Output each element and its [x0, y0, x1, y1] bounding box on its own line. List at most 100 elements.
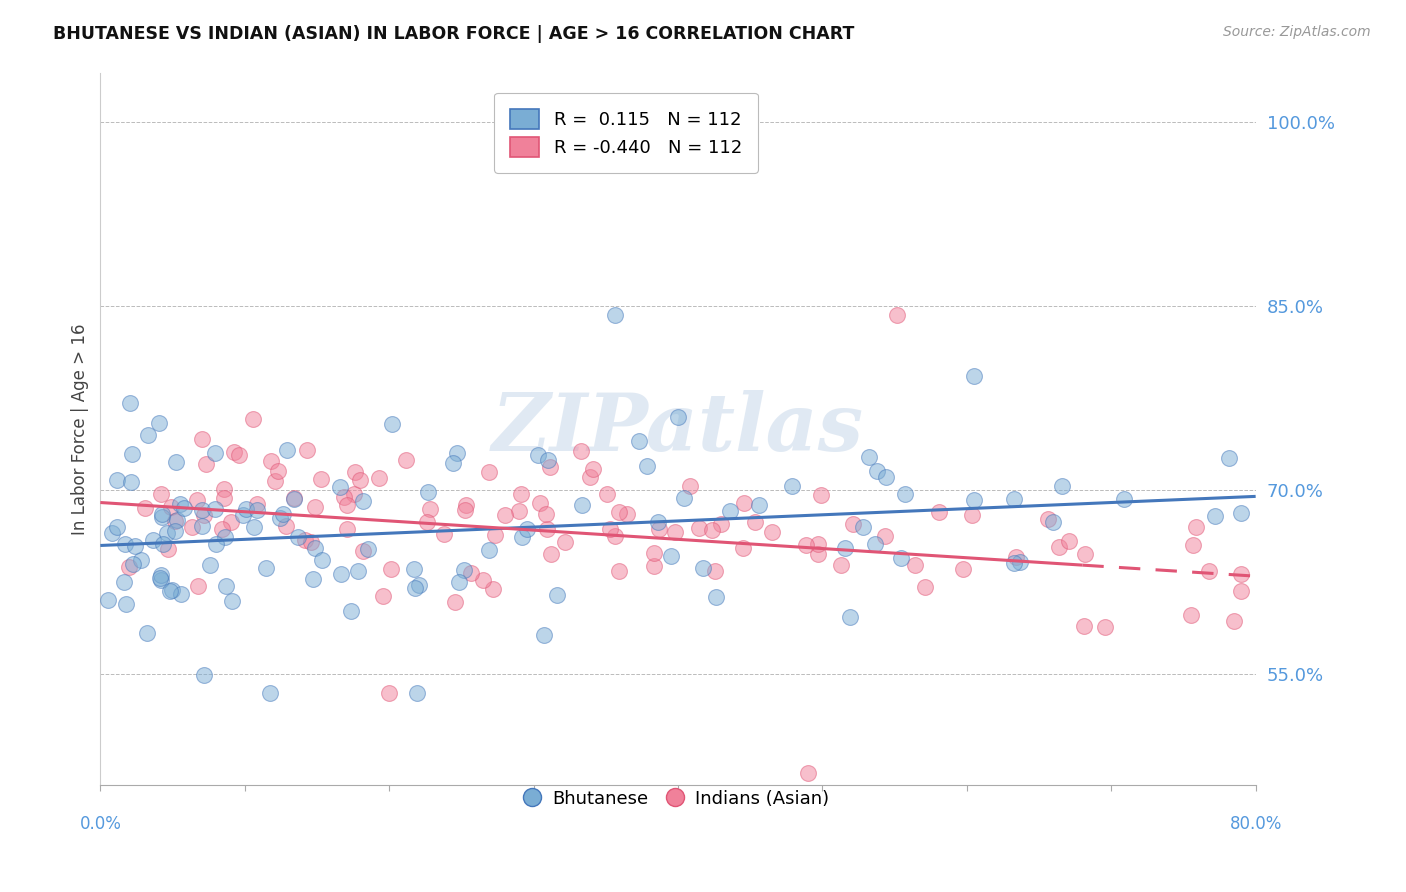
Point — [1230, 583, 1253, 598]
Point — [672, 491, 695, 505]
Point — [283, 491, 305, 505]
Point — [710, 517, 733, 532]
Point — [579, 469, 602, 483]
Point — [529, 496, 551, 510]
Point — [212, 491, 235, 506]
Point — [163, 524, 186, 538]
Point — [243, 519, 266, 533]
Point — [165, 514, 187, 528]
Point — [733, 496, 755, 510]
Point — [536, 522, 558, 536]
Point — [224, 445, 246, 459]
Point — [890, 551, 912, 566]
Point — [648, 522, 671, 536]
Point — [267, 464, 290, 478]
Point — [190, 432, 212, 446]
Point — [534, 507, 557, 521]
Point — [118, 560, 141, 574]
Point — [443, 595, 465, 609]
Point — [274, 518, 297, 533]
Point — [149, 568, 172, 582]
Point — [1223, 614, 1246, 628]
Point — [273, 507, 295, 521]
Point — [692, 560, 714, 574]
Point — [794, 538, 817, 552]
Point — [302, 572, 325, 586]
Point — [136, 428, 159, 442]
Point — [569, 444, 592, 458]
Point — [330, 567, 353, 582]
Point — [703, 564, 725, 578]
Point — [404, 581, 426, 595]
Point — [928, 505, 950, 519]
Point — [121, 447, 143, 461]
Point — [381, 417, 404, 431]
Point — [537, 453, 560, 467]
Point — [122, 557, 145, 571]
Point — [180, 520, 202, 534]
Point — [733, 541, 755, 555]
Point — [704, 590, 727, 604]
Point — [453, 563, 475, 577]
Point — [1042, 515, 1064, 529]
Point — [873, 529, 896, 543]
Point — [219, 515, 242, 529]
Point — [963, 369, 986, 384]
Point — [112, 575, 135, 590]
Point — [616, 507, 638, 521]
Point — [260, 454, 283, 468]
Point — [170, 586, 193, 600]
Point — [380, 561, 402, 575]
Point — [471, 573, 494, 587]
Point — [221, 594, 243, 608]
Point — [152, 537, 174, 551]
Point — [309, 472, 332, 486]
Point — [329, 480, 352, 494]
Point — [368, 470, 391, 484]
Point — [1198, 564, 1220, 578]
Point — [157, 541, 180, 556]
Point — [304, 500, 326, 514]
Point — [863, 537, 886, 551]
Point — [149, 573, 172, 587]
Text: 0.0%: 0.0% — [79, 815, 121, 833]
Point — [1230, 507, 1253, 521]
Point — [371, 589, 394, 603]
Point — [214, 530, 236, 544]
Point — [433, 527, 456, 541]
Point — [494, 508, 516, 522]
Point — [643, 558, 665, 573]
Point — [134, 501, 156, 516]
Point — [807, 537, 830, 551]
Point — [1180, 608, 1202, 623]
Point — [866, 464, 889, 478]
Point — [1230, 566, 1253, 581]
Point — [211, 522, 233, 536]
Point — [101, 526, 124, 541]
Point — [607, 565, 630, 579]
Point — [1073, 619, 1095, 633]
Point — [875, 469, 897, 483]
Point — [263, 474, 285, 488]
Point — [335, 522, 357, 536]
Point — [1004, 492, 1026, 507]
Point — [105, 519, 128, 533]
Point — [299, 535, 322, 549]
Point — [246, 502, 269, 516]
Point — [150, 507, 173, 521]
Point — [419, 502, 441, 516]
Point — [554, 534, 576, 549]
Point — [478, 465, 501, 479]
Point — [214, 482, 236, 496]
Point — [406, 686, 429, 700]
Point — [195, 457, 218, 471]
Point — [336, 498, 359, 512]
Point — [297, 443, 319, 458]
Point — [960, 508, 983, 522]
Point — [254, 561, 277, 575]
Point — [150, 487, 173, 501]
Point — [1094, 620, 1116, 634]
Point — [105, 473, 128, 487]
Point — [215, 579, 238, 593]
Point — [416, 485, 439, 500]
